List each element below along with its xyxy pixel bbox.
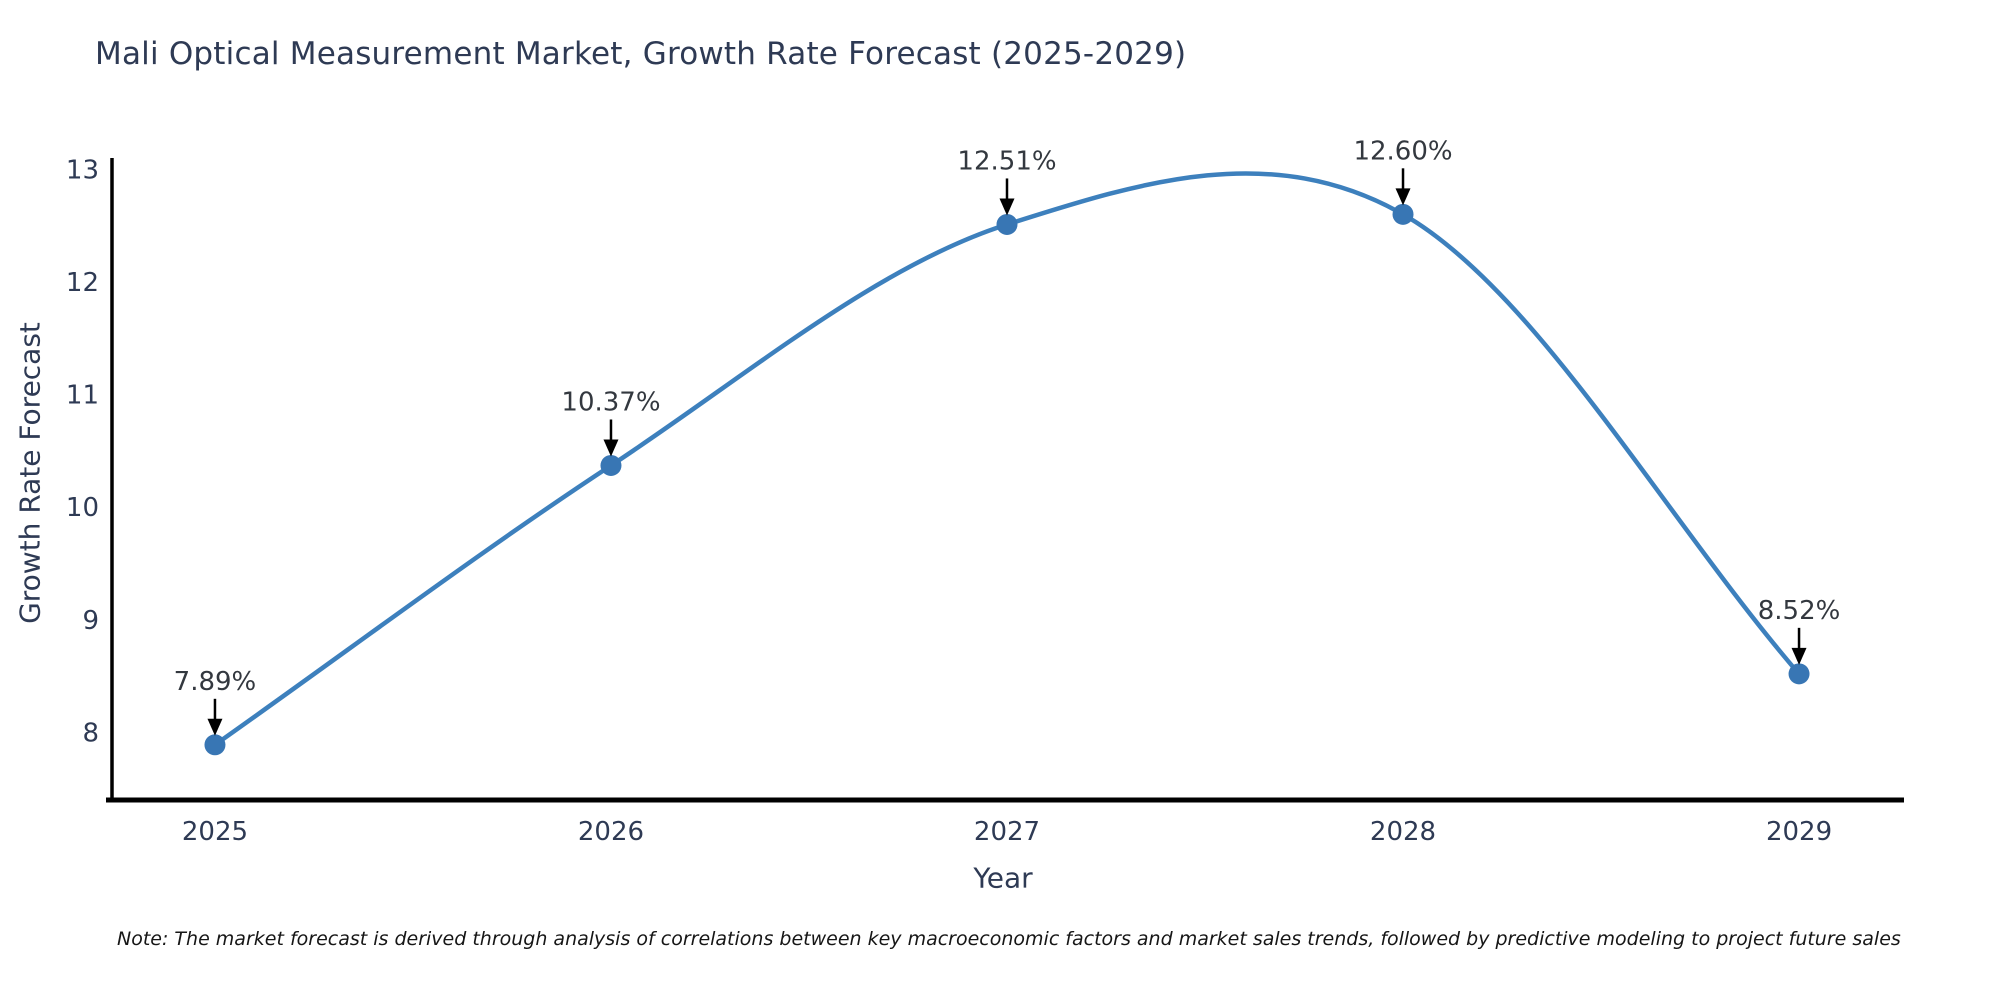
y-tick-label: 11 <box>66 381 99 411</box>
annotation-label: 10.37% <box>561 387 660 417</box>
y-tick-label: 8 <box>82 718 99 748</box>
x-tick-label: 2029 <box>1766 817 1832 847</box>
annotation-arrowhead <box>1791 647 1807 665</box>
annotation-label: 12.60% <box>1353 136 1452 166</box>
data-point-2026 <box>600 454 622 476</box>
footnote: Note: The market forecast is derived thr… <box>117 928 1901 950</box>
x-tick-label: 2027 <box>974 817 1040 847</box>
annotation-label: 12.51% <box>957 146 1056 176</box>
y-tick-label: 10 <box>66 493 99 523</box>
forecast-line <box>212 171 1802 748</box>
data-point-2029 <box>1788 663 1810 685</box>
x-tick-label: 2025 <box>182 817 248 847</box>
chart-title: Mali Optical Measurement Market, Growth … <box>95 36 1187 72</box>
x-tick-label: 2026 <box>578 817 644 847</box>
x-tick-label: 2028 <box>1370 817 1436 847</box>
data-point-2027 <box>996 213 1018 235</box>
annotation-label: 8.52% <box>1758 596 1841 626</box>
annotation-arrowhead <box>603 439 619 457</box>
annotation-label: 7.89% <box>174 667 257 697</box>
data-point-2028 <box>1392 203 1414 225</box>
annotation-arrowhead <box>207 718 223 736</box>
data-point-2025 <box>204 734 226 756</box>
annotation-arrowhead <box>999 198 1015 216</box>
y-tick-label: 12 <box>66 268 99 298</box>
y-tick-label: 13 <box>66 155 99 185</box>
y-tick-label: 9 <box>82 606 99 636</box>
x-axis-title: Year <box>973 861 1033 895</box>
annotation-arrowhead <box>1395 188 1411 206</box>
